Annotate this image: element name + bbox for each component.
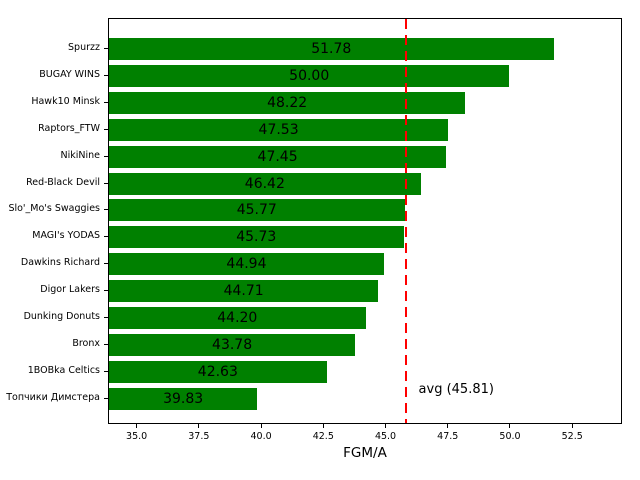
y-tick-label: 1BOBka Celtics bbox=[27, 364, 100, 376]
bar: 45.73 bbox=[109, 226, 404, 249]
x-tick-mark bbox=[260, 424, 262, 428]
y-tick-label: Dunking Donuts bbox=[23, 311, 100, 322]
y-tick-mark bbox=[104, 182, 108, 184]
y-tick-mark bbox=[104, 209, 108, 211]
x-tick-mark bbox=[198, 424, 200, 428]
x-axis-title: FGM/A bbox=[343, 445, 387, 461]
bar: 47.45 bbox=[109, 145, 447, 168]
avg-line bbox=[404, 19, 407, 423]
bar: 44.20 bbox=[109, 307, 366, 329]
bar-value-label: 44.71 bbox=[223, 283, 264, 300]
y-tick-label: Red-Black Devil bbox=[26, 176, 100, 188]
x-tick-label: 37.5 bbox=[188, 431, 210, 442]
bar: 45.77 bbox=[109, 199, 405, 222]
bar-value-label: 51.78 bbox=[311, 41, 352, 57]
y-tick-label: Digor Lakers bbox=[40, 284, 100, 296]
y-tick-mark bbox=[104, 101, 108, 103]
x-tick-label: 40.0 bbox=[250, 431, 272, 442]
bar-value-label: 42.63 bbox=[197, 363, 238, 380]
x-tick-mark bbox=[571, 424, 573, 428]
bar: 50.00 bbox=[109, 64, 510, 87]
y-tick-mark bbox=[104, 370, 108, 372]
bar: 43.78 bbox=[109, 333, 356, 356]
bar: 44.71 bbox=[109, 280, 379, 303]
bar-value-label: 46.42 bbox=[244, 175, 285, 192]
y-tick-mark bbox=[104, 236, 108, 238]
y-tick-label: Bronx bbox=[72, 337, 100, 349]
bar-value-label: 50.00 bbox=[289, 67, 330, 84]
bar: 48.22 bbox=[109, 91, 466, 114]
y-tick-label: Spurzz bbox=[68, 42, 100, 53]
x-tick-label: 47.5 bbox=[437, 431, 459, 442]
y-tick-mark bbox=[104, 263, 108, 265]
y-tick-mark bbox=[104, 343, 108, 345]
bar-value-label: 43.78 bbox=[212, 336, 253, 353]
y-tick-mark bbox=[104, 397, 108, 399]
x-tick-mark bbox=[136, 424, 138, 428]
y-tick-mark bbox=[104, 74, 108, 76]
y-tick-mark bbox=[104, 155, 108, 157]
bar: 44.94 bbox=[109, 253, 384, 276]
x-tick-label: 42.5 bbox=[312, 431, 334, 442]
bar-value-label: 45.73 bbox=[236, 229, 277, 246]
y-tick-label: MAGI's YODAS bbox=[32, 230, 100, 242]
bar-value-label: 45.77 bbox=[236, 202, 277, 219]
bar-value-label: 47.45 bbox=[257, 148, 298, 165]
y-tick-label: Топчики Димстера bbox=[6, 391, 100, 403]
bar-value-label: 47.53 bbox=[258, 121, 299, 138]
avg-annotation: avg (45.81) bbox=[418, 382, 494, 397]
x-tick-label: 52.5 bbox=[561, 431, 583, 442]
plot-area: 51.78 50.00 48.22 47.53 47.45 46.42 45.77 45.73… bbox=[108, 18, 622, 424]
bar: 47.53 bbox=[109, 118, 449, 141]
y-tick-label: NikiNine bbox=[60, 149, 101, 161]
y-tick-mark bbox=[104, 290, 108, 292]
x-tick-mark bbox=[385, 424, 387, 428]
x-tick-mark bbox=[322, 424, 324, 428]
x-tick-mark bbox=[447, 424, 449, 428]
bar: 46.42 bbox=[109, 172, 421, 195]
bar-value-label: 44.20 bbox=[217, 310, 258, 326]
x-tick-label: 45.0 bbox=[374, 431, 397, 442]
y-tick-mark bbox=[104, 128, 108, 130]
x-tick-label: 35.0 bbox=[126, 431, 148, 442]
bar-value-label: 44.94 bbox=[226, 256, 267, 273]
y-tick-label: Hawk10 Minsk bbox=[31, 95, 100, 107]
x-tick-mark bbox=[509, 424, 511, 428]
bar: 39.83 bbox=[109, 387, 258, 410]
bar-value-label: 39.83 bbox=[163, 390, 204, 407]
y-tick-label: BUGAY WINS bbox=[39, 68, 100, 80]
bar-value-label: 48.22 bbox=[267, 94, 308, 111]
bar: 42.63 bbox=[109, 360, 327, 383]
bar: 51.78 bbox=[109, 38, 554, 60]
y-tick-label: Slo'_Mo's Swaggies bbox=[8, 203, 100, 215]
y-tick-label: Dawkins Richard bbox=[20, 257, 100, 269]
y-tick-mark bbox=[104, 48, 108, 49]
y-tick-mark bbox=[104, 317, 108, 318]
x-tick-label: 50.0 bbox=[499, 431, 521, 442]
y-tick-label: Raptors_FTW bbox=[38, 122, 100, 134]
